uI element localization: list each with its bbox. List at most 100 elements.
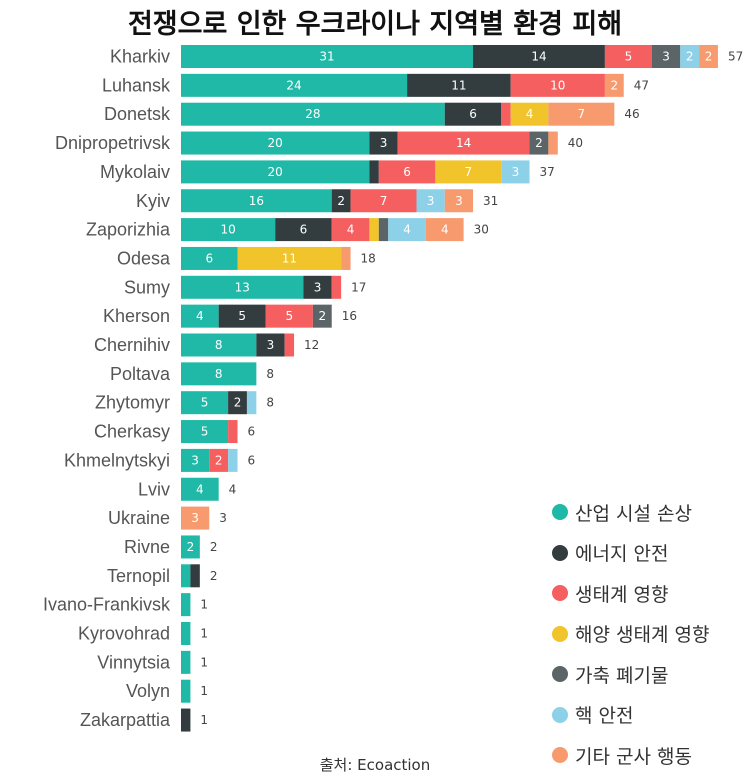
segment-value-label: 5	[201, 425, 209, 439]
bar-segment	[303, 275, 332, 299]
legend-item: 기타 군사 행동	[552, 735, 709, 776]
segment-value-label: 4	[526, 107, 534, 121]
legend-label: 기타 군사 행동	[575, 745, 692, 768]
bar-segment	[548, 102, 615, 126]
total-value-label: 1	[200, 598, 208, 612]
segment-value-label: 20	[268, 136, 283, 150]
bar-segment	[181, 102, 445, 126]
total-value-label: 1	[200, 713, 208, 727]
bar-segment	[181, 708, 191, 732]
total-value-label: 4	[229, 482, 237, 496]
segment-value-label: 4	[196, 309, 204, 323]
bar-segment	[388, 218, 426, 242]
bar-segment	[510, 73, 605, 97]
segment-value-label: 14	[531, 50, 546, 64]
segment-value-label: 6	[205, 251, 213, 265]
bar-segment	[604, 45, 652, 68]
total-value-label: 30	[474, 223, 489, 237]
category-label: Kyrovohrad	[78, 624, 170, 644]
bar-segment	[265, 304, 313, 328]
total-value-label: 57	[728, 50, 743, 64]
total-value-label: 1	[200, 627, 208, 641]
legend-label: 핵 안전	[575, 705, 634, 728]
category-label: Zaporizhia	[86, 220, 171, 240]
segment-value-label: 28	[305, 107, 320, 121]
legend-label: 산업 시설 손상	[575, 502, 692, 525]
category-label: Kyiv	[136, 191, 170, 211]
segment-value-label: 5	[201, 396, 209, 410]
legend-item: 가축 폐기물	[552, 654, 709, 695]
total-value-label: 1	[200, 655, 208, 669]
legend-item: 핵 안전	[552, 695, 709, 736]
category-label: Zakarpattia	[80, 710, 171, 730]
category-label: Odesa	[117, 248, 171, 268]
segment-value-label: 3	[267, 338, 275, 352]
legend-label: 해양 생태계 영향	[575, 624, 710, 647]
bar-segment	[181, 650, 191, 674]
total-value-label: 31	[483, 194, 498, 208]
total-value-label: 18	[361, 251, 376, 265]
segment-value-label: 8	[215, 338, 223, 352]
segment-value-label: 4	[196, 482, 204, 496]
bar-segment	[331, 275, 342, 299]
segment-value-label: 6	[469, 107, 477, 121]
bar-segment	[604, 73, 624, 97]
segment-value-label: 3	[662, 50, 670, 64]
bar-segment	[275, 218, 332, 242]
category-label: Zhytomyr	[95, 393, 170, 413]
total-value-label: 2	[210, 569, 218, 583]
legend-swatch	[552, 747, 568, 764]
bar-segment	[181, 362, 257, 386]
bar-segment	[369, 218, 379, 242]
bar-segment	[218, 304, 266, 328]
total-value-label: 46	[624, 107, 639, 121]
category-label: Chernihiv	[94, 335, 170, 355]
bar-segment	[425, 218, 464, 242]
bar-segment	[416, 189, 445, 213]
segment-value-label: 4	[347, 223, 355, 237]
legend-label: 생태계 영향	[575, 583, 669, 606]
category-label: Rivne	[124, 537, 170, 557]
category-label: Kherson	[103, 306, 170, 326]
segment-value-label: 2	[535, 136, 543, 150]
segment-value-label: 2	[234, 396, 242, 410]
bar-segment	[369, 131, 398, 155]
bar-segment	[181, 477, 219, 501]
category-label: Poltava	[110, 364, 171, 384]
bar-segment	[652, 45, 681, 68]
category-label: Donetsk	[104, 104, 171, 124]
bar-segment	[181, 622, 191, 645]
segment-value-label: 6	[300, 223, 308, 237]
total-value-label: 47	[634, 78, 649, 92]
bar-segment	[190, 564, 200, 588]
segment-value-label: 3	[380, 136, 388, 150]
bar-segment	[228, 420, 238, 444]
segment-value-label: 5	[625, 50, 633, 64]
segment-value-label: 11	[282, 251, 297, 265]
segment-value-label: 24	[286, 78, 301, 92]
bar-segment	[181, 679, 191, 703]
category-label: Lviv	[138, 479, 170, 499]
segment-value-label: 11	[451, 78, 466, 92]
bar-segment	[699, 45, 718, 68]
bar-segment	[256, 333, 285, 357]
legend-swatch	[552, 504, 568, 521]
bar-segment	[181, 246, 238, 270]
segment-value-label: 10	[220, 223, 235, 237]
segment-value-label: 3	[427, 194, 435, 208]
bar-segment	[181, 45, 474, 68]
legend-swatch	[552, 706, 568, 723]
segment-value-label: 3	[512, 165, 520, 179]
segment-value-label: 3	[455, 194, 463, 208]
legend-item: 산업 시설 손상	[552, 492, 709, 533]
segment-value-label: 2	[686, 50, 694, 64]
segment-value-label: 2	[187, 540, 195, 554]
segment-value-label: 16	[249, 194, 264, 208]
category-label: Khmelnytskyi	[64, 450, 170, 470]
bar-segment	[501, 160, 530, 184]
bar-segment	[228, 448, 238, 472]
total-value-label: 8	[266, 396, 274, 410]
segment-value-label: 5	[238, 309, 246, 323]
bar-segment	[181, 564, 191, 588]
